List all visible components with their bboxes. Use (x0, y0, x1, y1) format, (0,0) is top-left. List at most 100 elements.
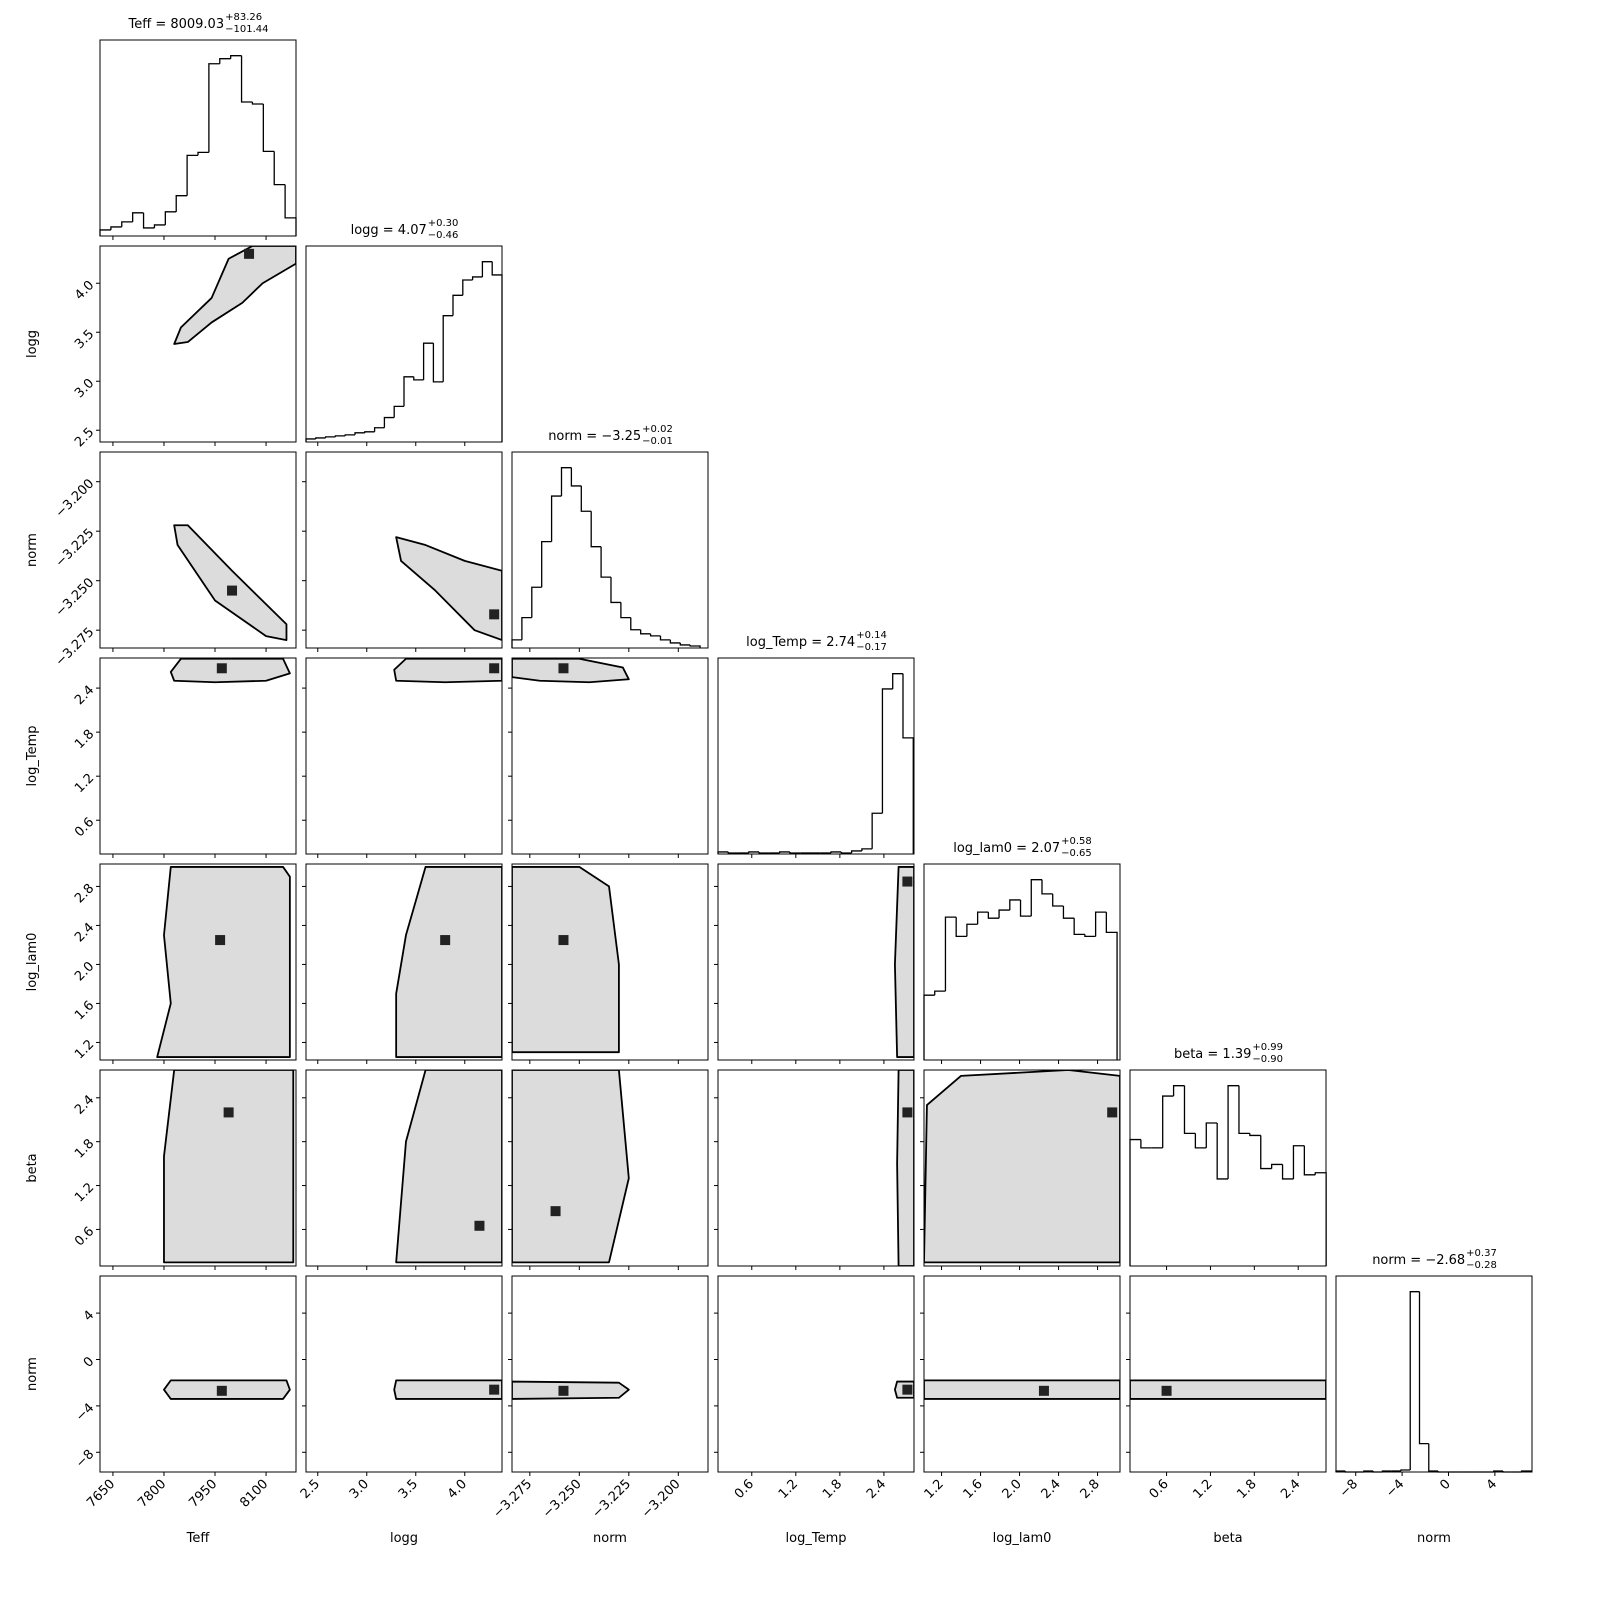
contour (163, 1379, 291, 1400)
histogram-bin (871, 812, 883, 849)
histogram-bin (251, 102, 264, 105)
panel-frame (1129, 1275, 1327, 1473)
panel (393, 1379, 502, 1400)
panel-title: logg = 4.07 (351, 223, 427, 238)
x-tick-label: −3.225 (589, 1477, 634, 1522)
histogram-bin (531, 586, 542, 618)
histogram-bin (840, 851, 852, 854)
panel-frame (99, 245, 297, 443)
histogram-bin (403, 376, 414, 407)
histogram-bin (1084, 934, 1096, 938)
x-tick-label: 7650 (84, 1477, 118, 1511)
title-lower-error: −0.90 (1252, 1054, 1283, 1065)
title-upper-error: +0.30 (428, 218, 459, 229)
x-tick-label: 2.8 (1078, 1477, 1103, 1502)
y-tick-label: 1.8 (72, 727, 97, 752)
density-peak (558, 1385, 569, 1396)
panel (173, 524, 288, 641)
panel (173, 246, 296, 345)
contour (894, 866, 914, 1058)
histogram-bin (1292, 1145, 1305, 1179)
histogram-bin (580, 485, 592, 512)
panel-frame (511, 1069, 709, 1267)
title-upper-error: +0.58 (1061, 836, 1092, 847)
histogram-bin (570, 467, 582, 487)
histogram-bin (1281, 1164, 1294, 1180)
histogram-bin (452, 294, 463, 316)
histogram-bin (1129, 1138, 1141, 1266)
contour (512, 658, 630, 684)
y-tick-label: 2.4 (72, 683, 97, 708)
panel-frame (99, 451, 297, 649)
y-tick-label: −4 (73, 1401, 97, 1425)
x-tick-label: 1.2 (922, 1477, 947, 1502)
histogram-bin (1400, 1469, 1411, 1471)
histogram-bin (1094, 911, 1107, 937)
x-tick-label: −8 (1337, 1477, 1361, 1501)
histogram-bin (748, 851, 760, 853)
panel (393, 658, 502, 684)
panel-title: beta = 1.39 (1174, 1047, 1251, 1062)
histogram-bin (560, 467, 572, 497)
title-upper-error: +0.14 (856, 630, 887, 641)
histogram-bin (600, 546, 611, 578)
contour (163, 1070, 295, 1264)
panel (894, 1380, 914, 1399)
x-tick-label: 2.5 (298, 1477, 323, 1502)
histogram-bin (1271, 1163, 1283, 1169)
x-axis-label: norm (1417, 1531, 1451, 1546)
y-axis-label: log_lam0 (25, 933, 40, 992)
panel-frame (717, 1069, 915, 1267)
x-axis-label: log_lam0 (993, 1531, 1052, 1546)
y-tick-label: −3.250 (53, 575, 98, 620)
histogram-bin (630, 617, 641, 631)
x-tick-label: 8100 (237, 1477, 271, 1511)
histogram-bin (334, 435, 346, 437)
y-tick-label: 1.2 (72, 771, 97, 796)
histogram-bin (344, 434, 355, 436)
x-tick-label: 3.5 (396, 1477, 421, 1502)
contour (173, 246, 296, 345)
histogram-bin (471, 276, 483, 281)
histogram-bin (186, 154, 198, 196)
panel (156, 866, 291, 1058)
x-tick-label: 1.6 (961, 1477, 986, 1502)
panel-frame (717, 863, 915, 1061)
y-tick-label: 1.8 (72, 1136, 97, 1161)
x-tick-label: −3.200 (639, 1477, 684, 1522)
x-tick-label: 7950 (186, 1477, 220, 1511)
histogram-bin (1073, 918, 1085, 936)
density-peak (550, 1206, 561, 1217)
histogram-bin (987, 912, 1000, 919)
histogram-bin (284, 184, 297, 236)
panel-title: log_Temp = 2.74 (746, 635, 855, 650)
panel-title: norm = −2.68 (1372, 1253, 1465, 1268)
x-tick-label: 2.4 (864, 1477, 889, 1502)
density-peak (489, 663, 500, 674)
histogram-bin (373, 427, 385, 432)
histogram-bin (521, 616, 532, 640)
panel-frame (99, 39, 297, 237)
histogram-bin (727, 851, 739, 854)
title-lower-error: −101.44 (225, 24, 268, 35)
panel-frame (717, 657, 915, 855)
histogram-bin (1062, 906, 1075, 919)
histogram-bin (240, 55, 253, 103)
x-tick-label: 1.2 (1191, 1477, 1216, 1502)
density-peak (1107, 1107, 1118, 1118)
histogram-bin (422, 342, 434, 380)
contour (395, 536, 502, 641)
histogram-bin (966, 923, 978, 937)
y-tick-label: −8 (73, 1447, 97, 1471)
x-tick-label: −3.275 (490, 1477, 535, 1522)
contour (173, 524, 288, 641)
panel (163, 1379, 291, 1400)
panel (169, 658, 291, 684)
histogram-bin (324, 436, 336, 438)
histogram-bin (944, 916, 957, 992)
histogram-bin (110, 226, 122, 230)
histogram-bin (610, 577, 621, 604)
histogram-bin (164, 211, 177, 225)
panel (924, 1379, 1120, 1400)
